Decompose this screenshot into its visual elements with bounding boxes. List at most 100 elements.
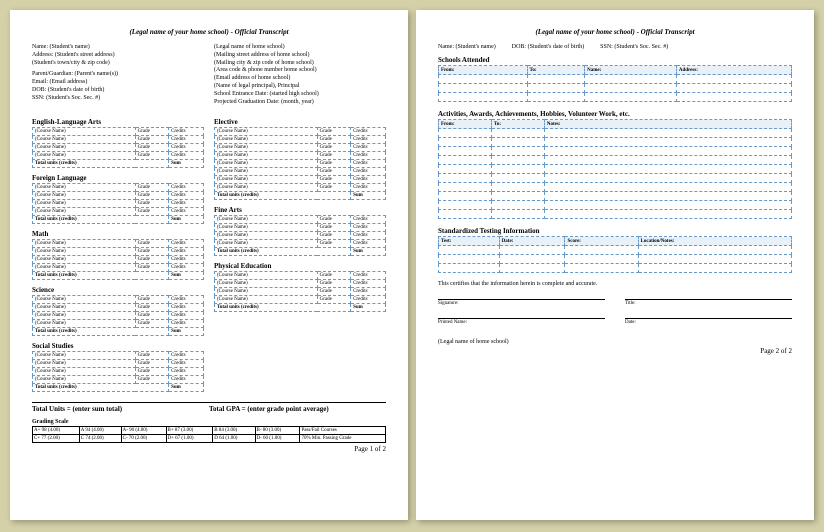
col-hdr: Location/Notes: (638, 237, 791, 246)
grade-cell: Grade (135, 368, 169, 376)
col-hdr: Address: (676, 66, 791, 75)
date-label: Date: (625, 318, 792, 325)
info-line: (Student's town/city & zip code) (32, 60, 204, 68)
info-line: (Mailing street address of home school) (214, 52, 386, 60)
activities-table: From:To:Notes: (438, 119, 792, 219)
p2-info-row: Name: (Student's name) DOB: (Student's d… (438, 44, 792, 50)
subject-header: English-Language Arts (32, 118, 204, 126)
sum-cell: Sum (351, 192, 386, 200)
credits-cell: Credits (169, 200, 204, 208)
gs-cell: Pass/Fail Courses (300, 427, 386, 435)
credits-cell: Credits (169, 376, 204, 384)
col-hdr: Score: (565, 237, 638, 246)
grade-cell: Grade (135, 296, 169, 304)
course-name-cell: (Course Name) (215, 240, 318, 248)
grade-cell: Grade (135, 192, 169, 200)
credits-cell: Credits (351, 144, 386, 152)
col-hdr: To: (527, 66, 585, 75)
testing-header: Standardized Testing Information (438, 227, 792, 235)
grade-cell: Grade (317, 176, 351, 184)
course-name-cell: (Course Name) (33, 192, 136, 200)
course-name-cell: (Course Name) (33, 360, 136, 368)
title-label: Title: (625, 299, 792, 306)
course-name-cell: (Course Name) (33, 144, 136, 152)
grade-cell: Grade (135, 144, 169, 152)
subject-header: Foreign Language (32, 174, 204, 182)
grade-cell: Grade (317, 232, 351, 240)
course-name-cell: (Course Name) (215, 152, 318, 160)
subject-header: Fine Arts (214, 206, 386, 214)
gs-cell: C- 70 (2.00) (121, 435, 166, 443)
course-table: (Course Name)GradeCredits(Course Name)Gr… (32, 183, 204, 224)
course-name-cell: (Course Name) (215, 144, 318, 152)
course-name-cell: (Course Name) (33, 320, 136, 328)
course-name-cell: (Course Name) (215, 232, 318, 240)
activities-header: Activities, Awards, Achievements, Hobbie… (438, 110, 792, 118)
grade-cell: Grade (317, 280, 351, 288)
credits-cell: Credits (169, 144, 204, 152)
page-title: (Legal name of your home school) - Offic… (438, 28, 792, 36)
subject-header: Physical Education (214, 262, 386, 270)
schools-attended-header: Schools Attended (438, 56, 792, 64)
credits-cell: Credits (169, 312, 204, 320)
course-name-cell: (Course Name) (33, 248, 136, 256)
gs-cell: D 64 (1.00) (213, 435, 255, 443)
gs-cell: A- 90 (4.00) (121, 427, 166, 435)
course-name-cell: (Course Name) (215, 184, 318, 192)
gs-cell: 70% Min. Passing Grade (300, 435, 386, 443)
course-name-cell: (Course Name) (215, 224, 318, 232)
course-name-cell: (Course Name) (215, 176, 318, 184)
credits-cell: Credits (169, 368, 204, 376)
total-units-cell: Total units (credits) (33, 160, 169, 168)
course-table: (Course Name)GradeCredits(Course Name)Gr… (214, 215, 386, 256)
grade-cell: Grade (135, 248, 169, 256)
page-1: (Legal name of your home school) - Offic… (10, 10, 408, 520)
sum-cell: Sum (169, 384, 204, 392)
grade-cell: Grade (317, 128, 351, 136)
total-units-cell: Total units (credits) (33, 328, 169, 336)
credits-cell: Credits (169, 248, 204, 256)
course-name-cell: (Course Name) (215, 296, 318, 304)
credits-cell: Credits (351, 168, 386, 176)
gs-cell: D- 60 (1.00) (255, 435, 300, 443)
grade-cell: Grade (317, 240, 351, 248)
page-2: (Legal name of your home school) - Offic… (416, 10, 814, 520)
grade-cell: Grade (135, 240, 169, 248)
info-line: (Legal name of home school) (214, 44, 386, 52)
total-units-cell: Total units (credits) (33, 216, 169, 224)
col-hdr: To: (491, 120, 544, 129)
totals-row: Total Units = (enter sum total) Total GP… (32, 402, 386, 413)
credits-cell: Credits (351, 280, 386, 288)
gs-cell: B 84 (3.00) (213, 427, 255, 435)
credits-cell: Credits (351, 232, 386, 240)
grade-cell: Grade (135, 256, 169, 264)
credits-cell: Credits (169, 192, 204, 200)
credits-cell: Credits (169, 136, 204, 144)
info-left: Name: (Student's name) Address: (Student… (32, 44, 204, 106)
info-line: Email: (Email address) (32, 79, 204, 87)
grade-cell: Grade (317, 168, 351, 176)
grade-cell: Grade (135, 304, 169, 312)
printed-name-label: Printed Name: (438, 318, 605, 325)
info-line: Address: (Student's street address) (32, 52, 204, 60)
credits-cell: Credits (169, 184, 204, 192)
total-units-cell: Total units (credits) (33, 384, 169, 392)
info-line: Name: (Student's name) (32, 44, 204, 52)
grade-cell: Grade (135, 264, 169, 272)
course-name-cell: (Course Name) (33, 208, 136, 216)
sum-cell: Sum (351, 248, 386, 256)
total-units-cell: Total units (credits) (215, 304, 351, 312)
col-hdr: Name: (585, 66, 677, 75)
course-name-cell: (Course Name) (33, 256, 136, 264)
sum-cell: Sum (351, 304, 386, 312)
credits-cell: Credits (351, 128, 386, 136)
sum-cell: Sum (169, 160, 204, 168)
credits-cell: Credits (169, 352, 204, 360)
grade-cell: Grade (135, 184, 169, 192)
course-table: (Course Name)GradeCredits(Course Name)Gr… (214, 271, 386, 312)
grade-cell: Grade (317, 160, 351, 168)
total-gpa: Total GPA = (enter grade point average) (209, 405, 386, 413)
course-name-cell: (Course Name) (33, 264, 136, 272)
grade-cell: Grade (317, 224, 351, 232)
course-name-cell: (Course Name) (33, 296, 136, 304)
